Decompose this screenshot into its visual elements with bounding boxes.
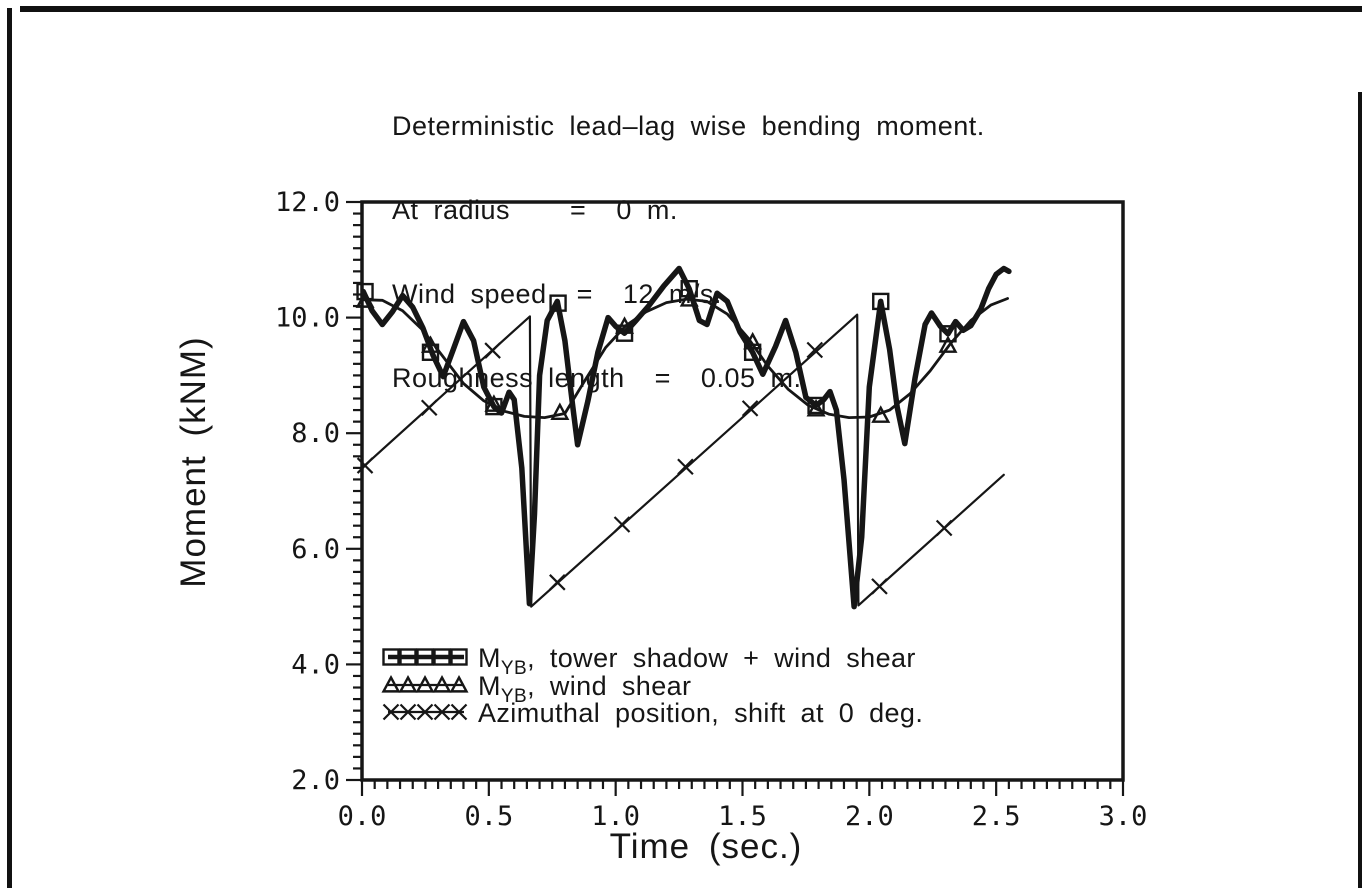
y-axis-tick-label: 10.0 [275,303,340,334]
triangle-marker [679,289,699,307]
x-marker [613,516,631,533]
x-axis-tick-label: 1.0 [591,801,640,832]
triangle-marker [420,335,441,353]
x-marker [871,578,888,595]
axes-layer: 0.0 0.5 1.0 1.5 2.0 2.5 3.0 2.0 4.0 6.0 8.0 10.0 12.… [275,187,1147,832]
chart-title-line-1: Deterministic lead–lag wise bending mome… [392,111,985,141]
chart-title-line-4: Roughness length = 0.05 m. [392,363,802,393]
square-marker [399,648,417,666]
triangle-marker [449,674,469,693]
x-axis-tick-label: 0.0 [338,801,387,832]
x-marker [356,457,374,474]
triangle-marker [415,674,435,693]
triangle-marker [381,674,401,693]
square-marker [450,648,468,666]
frame-border-top [20,6,1362,12]
x-marker [450,703,468,721]
square-marker [872,292,890,311]
square-marker [939,325,957,343]
series-x [356,313,1005,608]
triangle-marker [432,674,452,693]
x-axis-tick-label: 3.0 [1099,801,1148,832]
x-marker [806,341,824,359]
triangle-marker [806,398,826,417]
triangle-marker [550,402,570,420]
x-marker [484,342,501,359]
legend-row: Azimuthal position, shift at 0 deg. [382,698,923,728]
x-marker [741,400,759,417]
legend-label: MYB, wind shear [478,671,691,707]
frame-border-right [1358,92,1362,888]
square-marker [382,648,400,666]
y-axis-tick-label: 6.0 [291,534,340,565]
x-axis-tick-label: 1.5 [718,801,767,832]
x-axis-tick-label: 0.5 [464,801,513,832]
frame-border-left [7,8,12,888]
square-marker [433,648,451,666]
x-marker [935,519,953,537]
legend-row: MYB, wind shear [381,671,691,707]
x-marker [399,703,417,721]
legend-row: MYB, tower shadow + wind shear [382,643,916,679]
legend-label: MYB, tower shadow + wind shear [478,643,916,679]
series-square [356,265,1012,610]
triangle-marker [938,335,958,353]
square-marker [680,280,698,298]
y-axis-tick-label: 12.0 [275,187,340,218]
triangle-marker [743,331,763,350]
square-marker [416,648,434,666]
triangle-marker [398,674,418,693]
x-marker [433,703,451,721]
x-axis-tick-label: 2.5 [972,801,1021,832]
y-axis-tick-label: 2.0 [291,765,340,796]
legend-label: Azimuthal position, shift at 0 deg. [478,698,923,728]
x-axis-title: Time (sec.) [610,827,803,866]
plot-box [360,200,1125,782]
y-axis-title: Moment (kNM) [174,336,213,587]
square-marker [549,294,567,312]
series-triangle [355,289,1009,423]
triangle-marker [615,316,635,334]
x-marker [416,703,434,721]
x-marker [549,574,566,591]
y-axis-tick-label: 4.0 [291,649,340,680]
x-marker [420,399,438,417]
y-axis-tick-label: 8.0 [291,418,340,449]
triangle-marker [355,290,375,308]
series-layer [355,265,1012,610]
x-marker [677,458,694,476]
triangle-marker [484,394,504,412]
x-marker [382,703,400,721]
triangle-marker [871,405,891,423]
series-line-1 [361,297,1009,420]
x-axis-tick-label: 2.0 [845,801,894,832]
series-line-2 [360,313,1005,608]
